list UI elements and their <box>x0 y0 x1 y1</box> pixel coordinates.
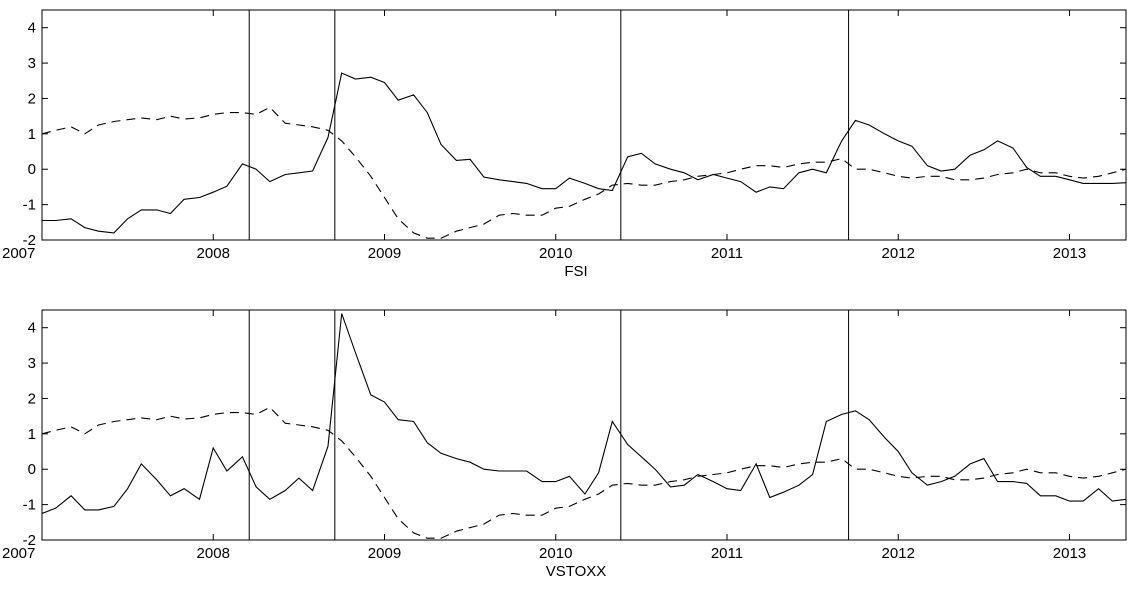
fsi-dashed-series-line <box>42 106 1126 239</box>
fsi-y-tick-label: 3 <box>28 55 36 72</box>
fsi-y-tick-label: 4 <box>28 20 36 37</box>
vstoxx-solid-series-line <box>42 313 1126 515</box>
fsi-x-tick-label: 2011 <box>711 245 743 262</box>
vstoxx-y-tick-label: 4 <box>28 320 36 337</box>
vstoxx-x-tick-label: 2007 <box>2 545 35 562</box>
vstoxx-y-tick-label: 0 <box>28 461 36 478</box>
fsi-x-axis-label: FSI <box>564 263 587 280</box>
vstoxx-chart: -2 -1 0 1 2 3 4 2007 2008 2009 2010 2011 2012 2013 VST… <box>2 309 1127 580</box>
vstoxx-x-tick-label: 2013 <box>1053 545 1086 562</box>
vstoxx-y-tick-label: -2 <box>23 532 36 549</box>
fsi-y-tick-label: 2 <box>28 90 36 107</box>
fsi-y-tick-label: -1 <box>23 197 36 214</box>
vstoxx-x-tick-label: 2008 <box>197 545 230 562</box>
vstoxx-y-tick-label: 1 <box>28 426 36 443</box>
vstoxx-x-tick-label: 2011 <box>711 545 743 562</box>
vstoxx-dashed-series-line <box>42 406 1126 539</box>
fsi-x-tick-label: 2010 <box>539 245 572 262</box>
vstoxx-x-tick-label: 2010 <box>539 545 572 562</box>
vstoxx-x-tick-label: 2012 <box>882 545 915 562</box>
fsi-x-tick-label: 2008 <box>197 245 230 262</box>
fsi-x-tick-label: 2012 <box>882 245 915 262</box>
fsi-y-tick-label: -2 <box>23 232 36 249</box>
fsi-chart: -2 -1 0 1 2 3 4 2007 2008 2009 2010 2011 2012 2013 FSI <box>2 9 1127 280</box>
vstoxx-x-tick-label: 2009 <box>368 545 401 562</box>
vstoxx-plot-frame <box>41 309 1127 541</box>
fsi-y-tick-label: 1 <box>28 126 36 143</box>
fsi-x-tick-label: 2013 <box>1053 245 1086 262</box>
fsi-y-tick-label: 0 <box>28 161 36 178</box>
fsi-x-tick-label: 2009 <box>368 245 401 262</box>
fsi-solid-series-line <box>42 72 1126 234</box>
vstoxx-y-tick-label: -1 <box>23 497 36 514</box>
vstoxx-x-axis-label: VSTOXX <box>546 563 607 580</box>
fsi-x-tick-label: 2007 <box>2 245 35 262</box>
vstoxx-y-tick-label: 2 <box>28 390 36 407</box>
fsi-plot-frame <box>41 9 1127 241</box>
vstoxx-y-tick-label: 3 <box>28 355 36 372</box>
